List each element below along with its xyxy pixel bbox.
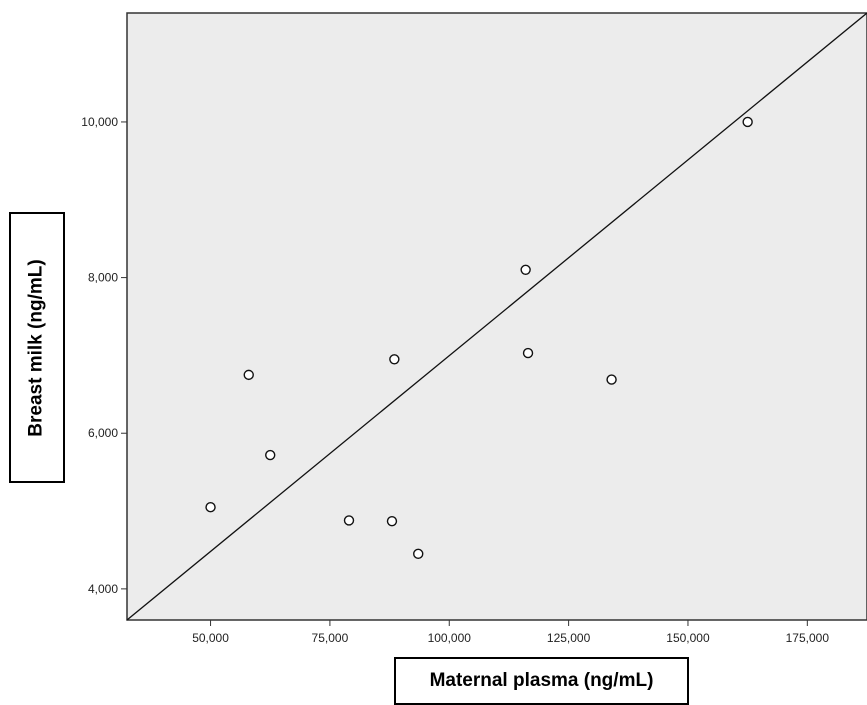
y-tick-label: 8,000 bbox=[88, 271, 118, 285]
points-layer bbox=[205, 116, 753, 560]
x-tick-label: 100,000 bbox=[428, 631, 472, 645]
y-tick-label: 6,000 bbox=[88, 426, 118, 440]
y-tick-label: 10,000 bbox=[81, 115, 118, 129]
data-point bbox=[742, 116, 753, 128]
y-axis-title: Breast milk (ng/mL) bbox=[26, 258, 47, 437]
data-point bbox=[520, 264, 531, 276]
x-axis: 50,000 75,000 100,000 125,000 150,000 175,000 bbox=[192, 620, 829, 645]
data-point bbox=[243, 369, 254, 381]
y-tick-label: 4,000 bbox=[88, 582, 118, 596]
data-point bbox=[606, 374, 617, 385]
fit-line-layer bbox=[126, 12, 867, 621]
data-point bbox=[522, 347, 534, 359]
data-point bbox=[386, 515, 398, 527]
x-tick-label: 150,000 bbox=[666, 631, 710, 645]
data-point bbox=[389, 354, 400, 365]
data-point bbox=[265, 449, 276, 461]
fit-line bbox=[126, 12, 867, 621]
data-point bbox=[205, 501, 216, 513]
data-point bbox=[343, 515, 355, 526]
x-tick-label: 125,000 bbox=[547, 631, 591, 645]
x-tick-label: 75,000 bbox=[312, 631, 349, 645]
x-axis-title: Maternal plasma (ng/mL) bbox=[429, 670, 654, 691]
x-axis-title-box: Maternal plasma (ng/mL) bbox=[394, 657, 689, 705]
y-axis: 4,000 6,000 8,000 10,000 bbox=[81, 115, 127, 596]
y-axis-title-box: Breast milk (ng/mL) bbox=[9, 212, 65, 483]
x-tick-label: 50,000 bbox=[192, 631, 229, 645]
x-tick-label: 175,000 bbox=[786, 631, 830, 645]
data-point bbox=[413, 548, 424, 560]
